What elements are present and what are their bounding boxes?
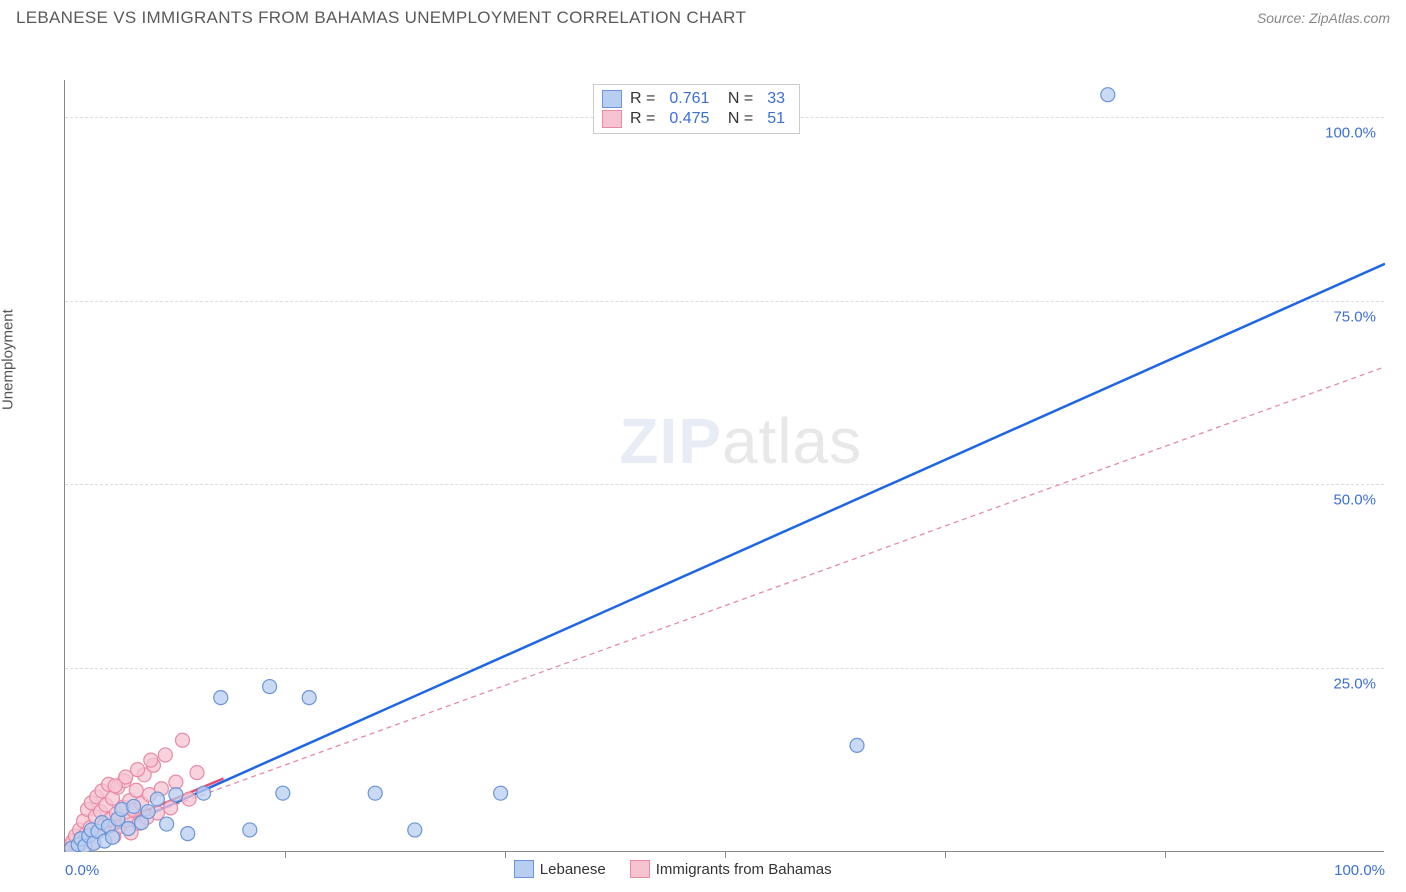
x-tick-label: 0.0% (65, 862, 99, 879)
point-lebanese (494, 786, 508, 800)
x-tick-mark (505, 852, 506, 858)
point-bahamas (108, 779, 122, 793)
point-lebanese (127, 799, 141, 813)
point-bahamas (144, 753, 158, 767)
point-lebanese (276, 786, 290, 800)
legend-swatch (602, 110, 622, 128)
chart-title: LEBANESE VS IMMIGRANTS FROM BAHAMAS UNEM… (16, 8, 746, 28)
point-lebanese (214, 691, 228, 705)
legend-r-label: R = (630, 90, 655, 108)
plot-area: 25.0%50.0%75.0%100.0%0.0%100.0%ZIPatlasR… (64, 80, 1384, 852)
legend-correlation-box: R = 0.761 N = 33 R = 0.475 N = 51 (593, 84, 800, 134)
point-lebanese (368, 786, 382, 800)
trendline-lebanese (65, 264, 1385, 852)
legend-swatch (630, 860, 650, 878)
legend-r-label: R = (630, 110, 655, 128)
legend-series: Lebanese Immigrants from Bahamas (514, 860, 832, 878)
x-tick-mark (1165, 852, 1166, 858)
legend-swatch (602, 90, 622, 108)
source-label: Source: ZipAtlas.com (1257, 10, 1390, 26)
point-lebanese (850, 738, 864, 752)
point-lebanese (302, 691, 316, 705)
point-lebanese (121, 821, 135, 835)
y-axis-label: Unemployment (0, 309, 17, 410)
point-lebanese (106, 830, 120, 844)
legend-series-item: Immigrants from Bahamas (630, 860, 832, 878)
legend-series-label: Lebanese (540, 861, 606, 878)
x-tick-mark (725, 852, 726, 858)
point-bahamas (182, 792, 196, 806)
point-bahamas (190, 766, 204, 780)
x-tick-mark (285, 852, 286, 858)
point-lebanese (197, 786, 211, 800)
point-bahamas (175, 733, 189, 747)
legend-r-value: 0.475 (669, 110, 709, 128)
legend-series-item: Lebanese (514, 860, 606, 878)
point-lebanese (141, 805, 155, 819)
legend-n-label: N = (723, 90, 753, 108)
point-bahamas (164, 801, 178, 815)
chart-header: LEBANESE VS IMMIGRANTS FROM BAHAMAS UNEM… (0, 0, 1406, 32)
legend-r-value: 0.761 (669, 90, 709, 108)
point-lebanese (1101, 88, 1115, 102)
point-bahamas (158, 748, 172, 762)
point-lebanese (263, 680, 277, 694)
plot-svg (65, 80, 1385, 852)
x-tick-label: 100.0% (1334, 862, 1385, 879)
point-lebanese (181, 827, 195, 841)
legend-row: R = 0.475 N = 51 (602, 109, 791, 129)
legend-n-value: 51 (767, 110, 785, 128)
point-lebanese (150, 792, 164, 806)
trendline-bahamas-dashed (65, 367, 1385, 845)
legend-row: R = 0.761 N = 33 (602, 89, 791, 109)
x-tick-mark (945, 852, 946, 858)
legend-n-label: N = (723, 110, 753, 128)
point-lebanese (169, 788, 183, 802)
point-bahamas (129, 783, 143, 797)
legend-series-label: Immigrants from Bahamas (656, 861, 832, 878)
legend-swatch (514, 860, 534, 878)
point-lebanese (408, 823, 422, 837)
point-lebanese (243, 823, 257, 837)
legend-n-value: 33 (767, 90, 785, 108)
point-lebanese (160, 817, 174, 831)
